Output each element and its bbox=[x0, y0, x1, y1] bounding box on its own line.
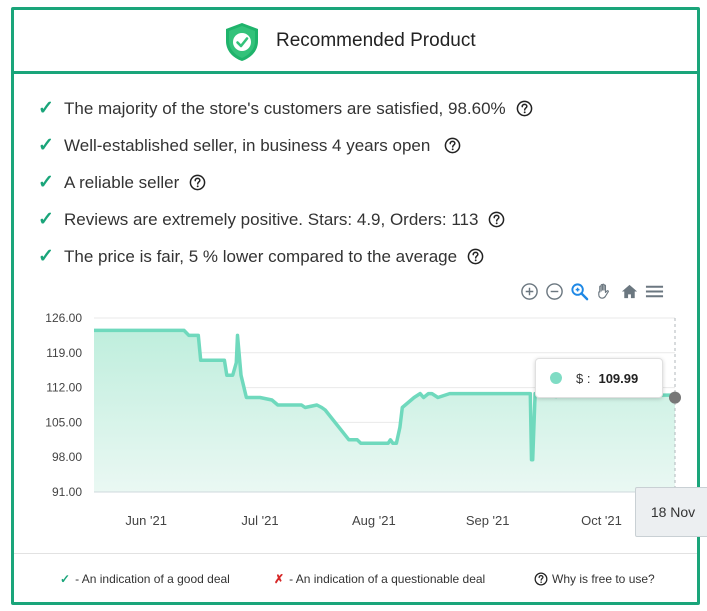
home-icon[interactable] bbox=[620, 282, 639, 301]
y-tick-label: 105.00 bbox=[45, 415, 82, 429]
y-tick-label: 91.00 bbox=[52, 485, 82, 499]
zoom-in-icon[interactable] bbox=[520, 282, 539, 301]
legend-questionable-deal: ✗ - An indication of a questionable deal bbox=[274, 572, 485, 586]
menu-icon[interactable] bbox=[645, 282, 664, 301]
question-icon[interactable] bbox=[467, 248, 484, 265]
check-text: Well-established seller, in business 4 y… bbox=[64, 135, 431, 155]
why-free-link[interactable]: Why is free to use? bbox=[534, 572, 655, 586]
x-tick-label: Sep '21 bbox=[466, 513, 510, 528]
tooltip-label: $ : bbox=[576, 370, 591, 386]
legend-good-deal: ✓ - An indication of a good deal bbox=[60, 572, 230, 586]
page-title: Recommended Product bbox=[276, 30, 476, 51]
question-icon[interactable] bbox=[488, 211, 505, 228]
tooltip-value: 109.99 bbox=[598, 370, 639, 386]
price-marker bbox=[669, 391, 681, 404]
series-dot-icon bbox=[550, 372, 562, 384]
y-tick-label: 126.00 bbox=[45, 311, 82, 325]
check-text: A reliable seller bbox=[64, 172, 180, 192]
legend-bad-text: - An indication of a questionable deal bbox=[289, 572, 486, 586]
question-icon[interactable] bbox=[516, 100, 533, 117]
chart-toolbar bbox=[520, 282, 664, 302]
check-item-reviews: ✓ Reviews are extremely positive. Stars:… bbox=[38, 201, 678, 238]
check-icon: ✓ bbox=[38, 98, 54, 119]
x-axis-tooltip: 18 Nov bbox=[635, 487, 707, 537]
why-free-text: Why is free to use? bbox=[552, 572, 655, 586]
x-tick-label: Oct '21 bbox=[581, 513, 622, 528]
x-tick-label: Jun '21 bbox=[125, 513, 167, 528]
cross-icon: ✗ bbox=[274, 572, 285, 586]
question-icon bbox=[534, 572, 548, 586]
card-header: Recommended Product bbox=[14, 10, 697, 74]
check-item-price: ✓ The price is fair, 5 % lower compared … bbox=[38, 238, 678, 275]
question-icon[interactable] bbox=[444, 137, 461, 154]
check-item-established: ✓ Well-established seller, in business 4… bbox=[38, 127, 678, 164]
check-text: The price is fair, 5 % lower compared to… bbox=[64, 246, 458, 266]
x-tick-label: Aug '21 bbox=[352, 513, 396, 528]
check-text: The majority of the store's customers ar… bbox=[64, 98, 506, 118]
check-text: Reviews are extremely positive. Stars: 4… bbox=[64, 209, 479, 229]
check-item-reliable: ✓ A reliable seller bbox=[38, 164, 678, 201]
y-tick-label: 98.00 bbox=[52, 450, 82, 464]
check-icon: ✓ bbox=[38, 172, 54, 193]
check-icon: ✓ bbox=[38, 135, 54, 156]
zoom-out-icon[interactable] bbox=[545, 282, 564, 301]
shield-check-icon bbox=[226, 23, 258, 61]
price-area bbox=[94, 330, 675, 492]
price-history-chart[interactable]: 126.00 119.00 112.00 105.00 98.00 91.00 Jun '2… bbox=[38, 300, 698, 545]
footer-divider bbox=[14, 553, 697, 554]
y-tick-label: 112.00 bbox=[46, 381, 82, 395]
legend-good-text: - An indication of a good deal bbox=[75, 572, 230, 586]
check-icon: ✓ bbox=[38, 246, 54, 267]
pan-hand-icon[interactable] bbox=[595, 282, 614, 301]
selection-zoom-icon[interactable] bbox=[570, 282, 589, 301]
check-list: ✓ The majority of the store's customers … bbox=[38, 90, 678, 275]
good-check-icon: ✓ bbox=[60, 572, 71, 586]
price-tooltip: $ : 109.99 bbox=[535, 358, 663, 398]
check-icon: ✓ bbox=[38, 209, 54, 230]
check-item-satisfaction: ✓ The majority of the store's customers … bbox=[38, 90, 678, 127]
question-icon[interactable] bbox=[189, 174, 206, 191]
x-tick-label: Jul '21 bbox=[241, 513, 278, 528]
recommendation-card: Recommended Product ✓ The majority of th… bbox=[11, 7, 707, 605]
y-tick-label: 119.00 bbox=[46, 346, 82, 360]
